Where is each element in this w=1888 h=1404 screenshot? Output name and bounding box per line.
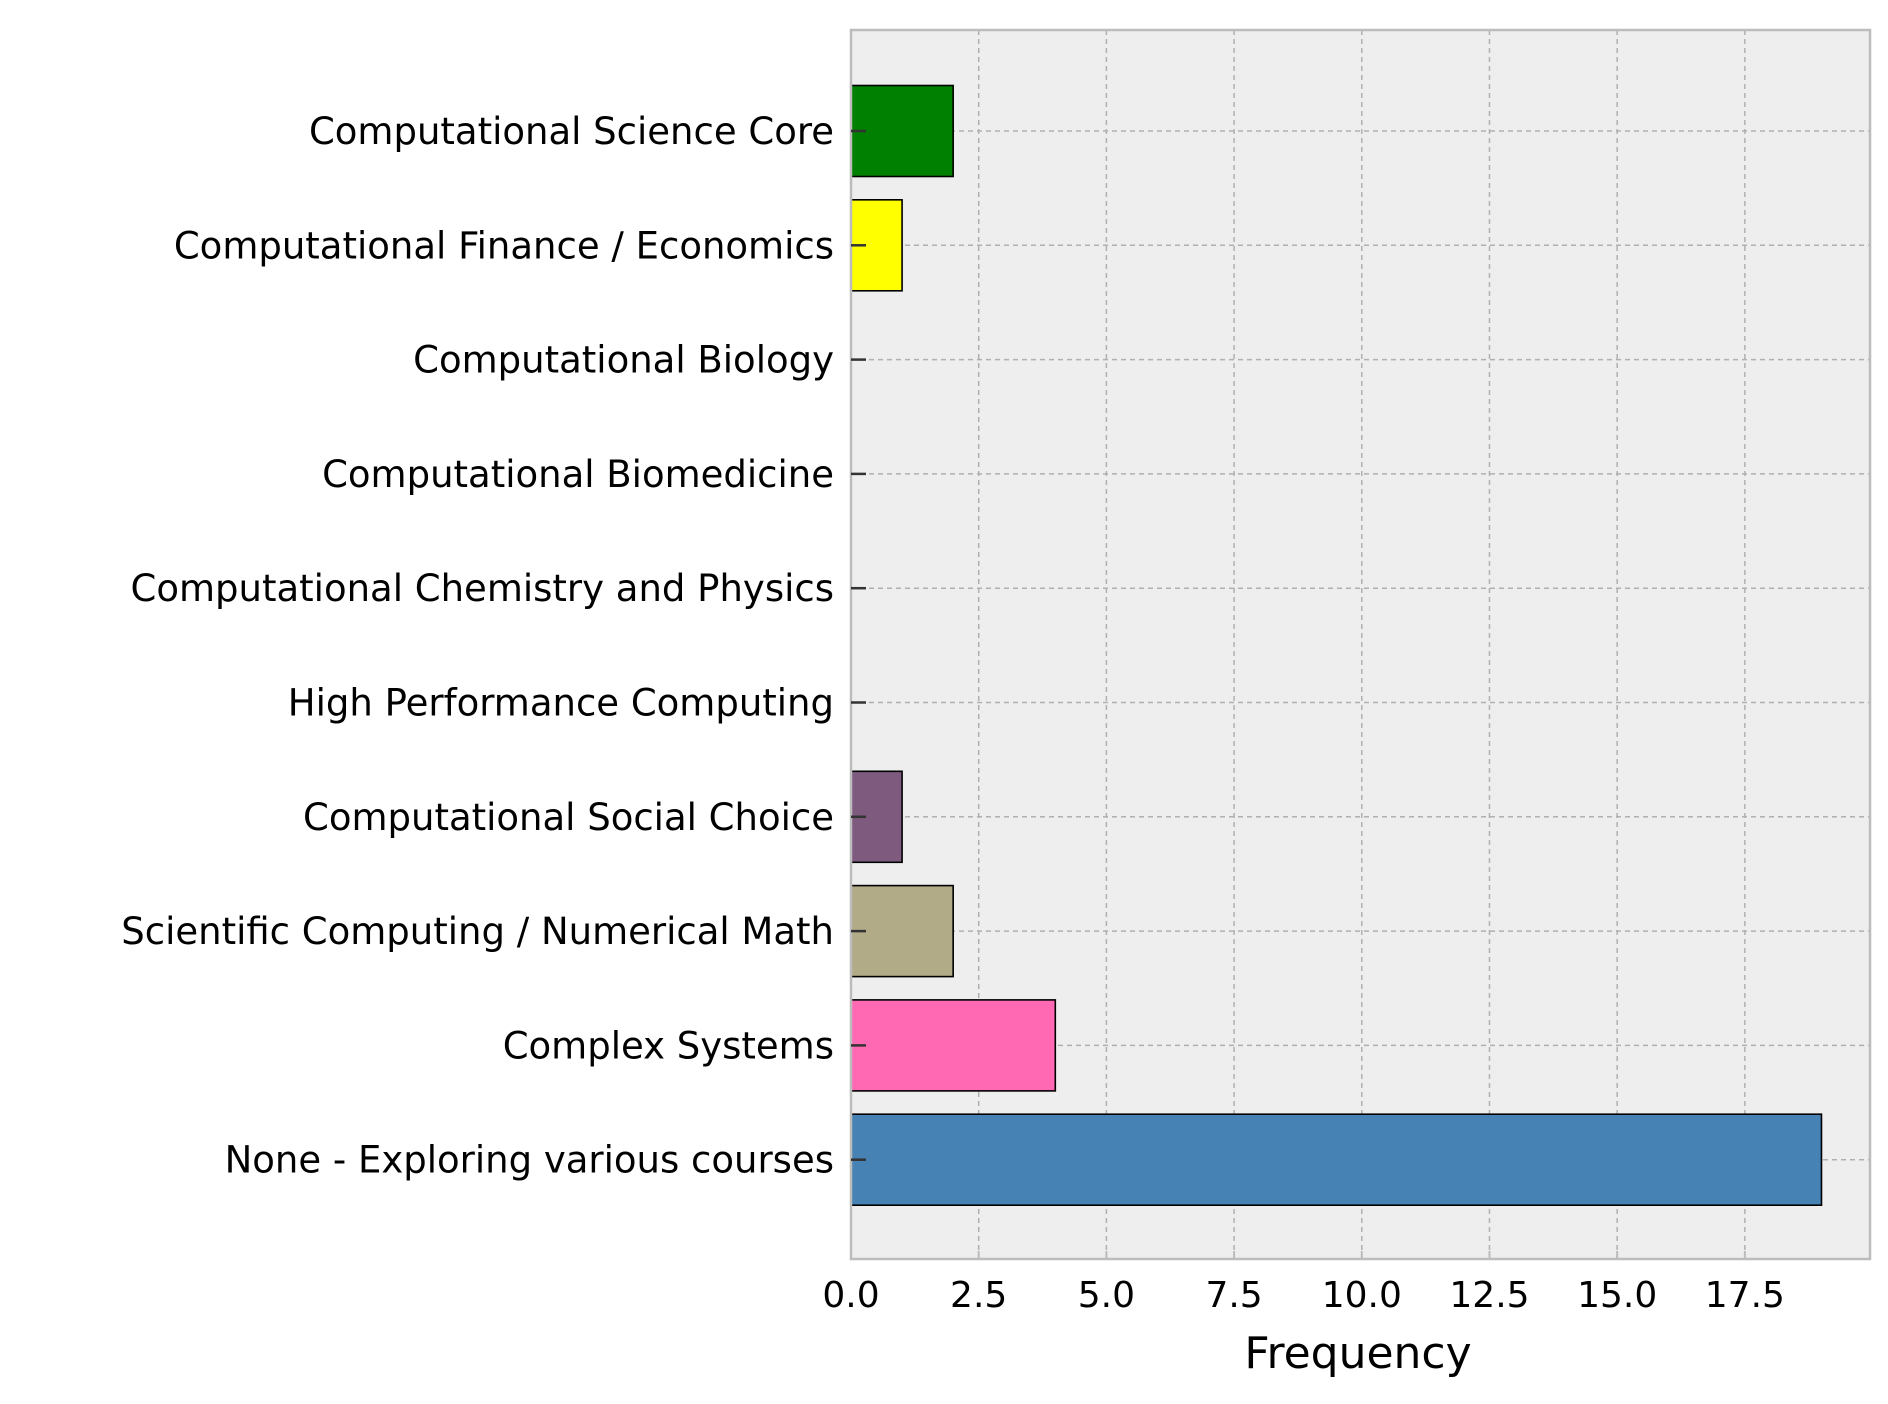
bars — [850, 84, 1823, 1206]
axis-ticks: 0.0 2.5 5.0 7.5 10.0 12.5 15.0 17.5 Computationa… — [121, 110, 1785, 1316]
x-tick-label: 17.5 — [1705, 1275, 1785, 1316]
y-tick-label: Scientific Computing / Numerical Math — [121, 910, 834, 953]
y-tick-label: High Performance Computing — [288, 682, 834, 725]
x-tick-label: 15.0 — [1577, 1275, 1657, 1316]
bar — [850, 1113, 1823, 1206]
y-tick-label: Computational Chemistry and Physics — [131, 567, 834, 610]
x-tick-label: 2.5 — [950, 1275, 1007, 1316]
y-tick-label: Computational Biomedicine — [322, 453, 834, 496]
y-tick-label: Complex Systems — [503, 1024, 834, 1067]
y-tick-label: Computational Finance / Economics — [174, 224, 834, 267]
bar — [850, 84, 954, 178]
y-tick-label: Computational Biology — [413, 339, 834, 382]
y-tick-label: Computational Science Core — [309, 110, 834, 153]
x-tick-label: 12.5 — [1449, 1275, 1529, 1316]
x-tick-label: 5.0 — [1078, 1275, 1135, 1316]
bar — [850, 884, 954, 978]
x-tick-label: 10.0 — [1322, 1275, 1402, 1316]
x-tick-label: 7.5 — [1205, 1275, 1262, 1316]
y-tick-label: Computational Social Choice — [303, 796, 834, 839]
bar — [850, 999, 1057, 1092]
y-tick-label: None - Exploring various courses — [225, 1139, 834, 1182]
plot-frame — [849, 28, 1872, 1261]
x-tick-label: 0.0 — [822, 1275, 879, 1316]
x-axis-title: Frequency — [1244, 1328, 1471, 1379]
